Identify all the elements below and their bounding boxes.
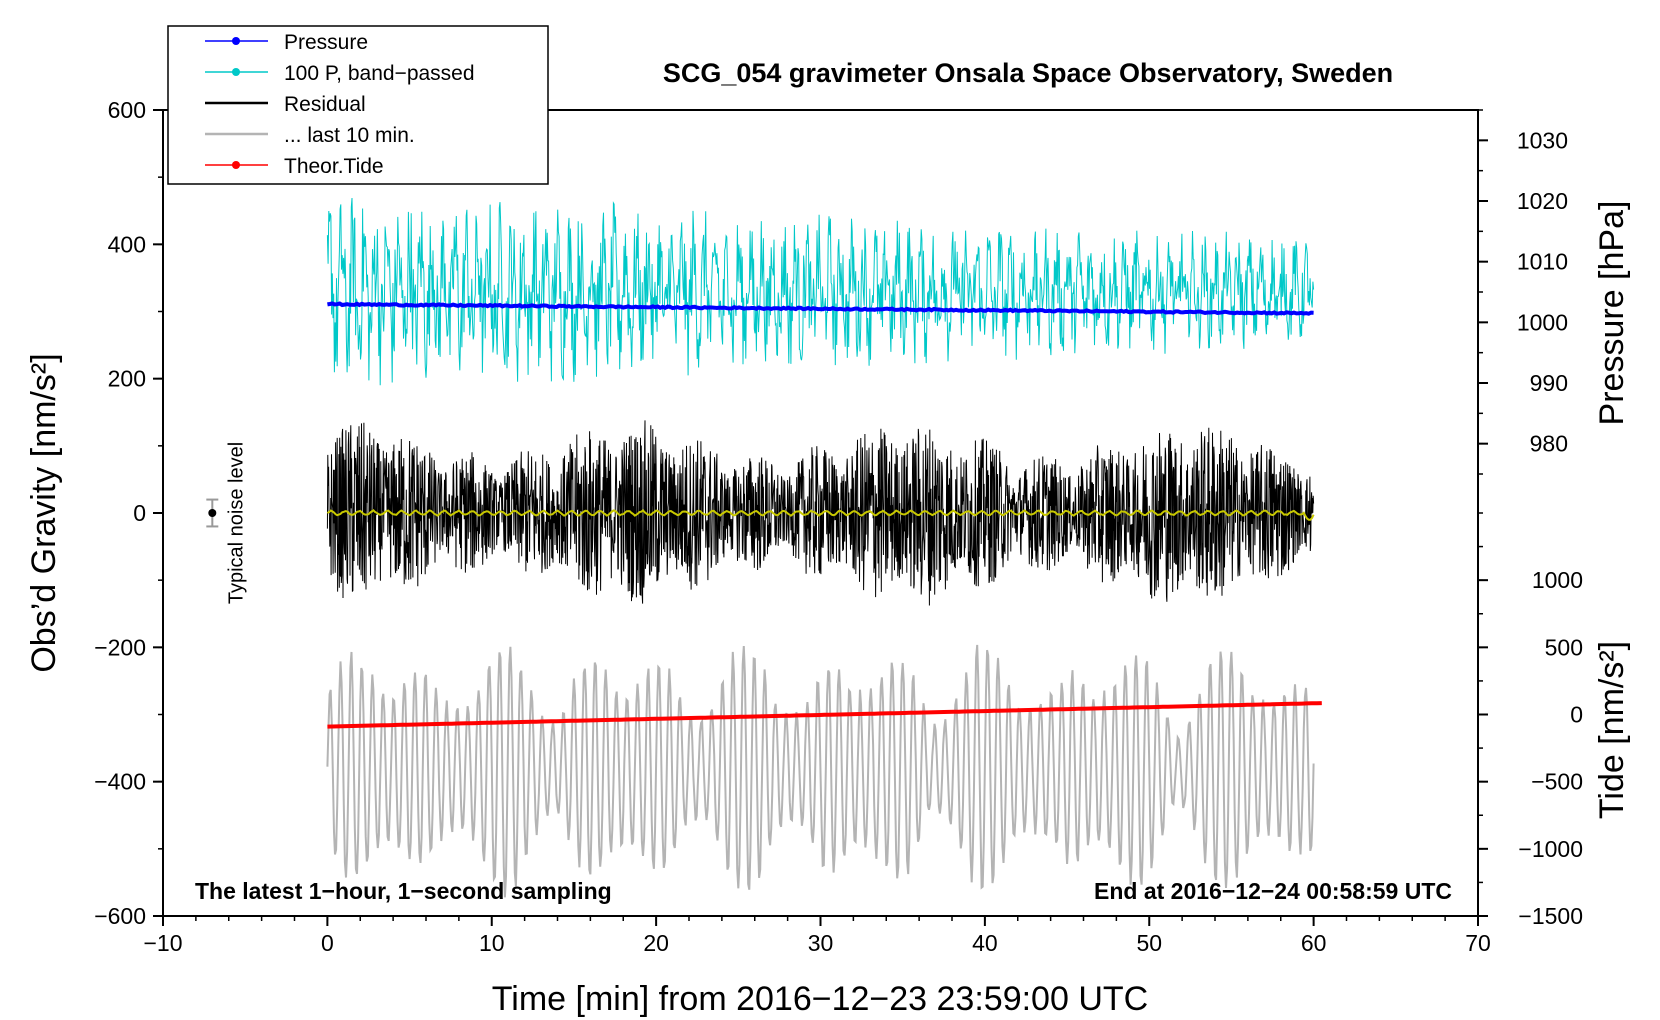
series-smoothed-residual: [326, 509, 1315, 521]
noise-dot: [208, 509, 217, 517]
y-tick-label: 400: [108, 231, 146, 257]
x-tick-label: 70: [1465, 930, 1491, 956]
x-tick-label: 60: [1301, 930, 1327, 956]
series-layer: [326, 197, 1322, 898]
axes-layer: −10 0 10 20 30 40 50 60 70−600−400−2000200400600…: [94, 97, 1583, 956]
tide-tick-label: −1000: [1518, 836, 1583, 862]
pressure-tick-label: 1030: [1517, 127, 1568, 153]
legend-label: 100 P, band−passed: [284, 62, 475, 85]
noise-label: Typical noise level: [225, 442, 247, 604]
tide-tick-label: −1500: [1518, 903, 1583, 929]
x-axis-title: Time [min] from 2016−12−23 23:59:00 UTC: [492, 980, 1148, 1018]
legend-label: Theor.Tide: [284, 155, 384, 178]
legend-items: Pressure 100 P, band−passed Residual ... la…: [205, 31, 475, 178]
y-tick-label: 0: [133, 500, 146, 526]
x-tick-label: 40: [972, 930, 998, 956]
legend-marker: [232, 37, 240, 45]
x-tick-label: 20: [643, 930, 669, 956]
tide-tick-label: 1000: [1532, 567, 1583, 593]
y-tick-label: −600: [94, 903, 146, 929]
x-tick-label: 0: [321, 930, 334, 956]
pressure-tick-label: 990: [1530, 370, 1568, 396]
y-tick-label: −200: [94, 634, 146, 660]
legend-marker: [232, 68, 240, 76]
chart-title: SCG_054 gravimeter Onsala Space Observat…: [663, 58, 1393, 88]
y-axis-title-pressure: Pressure [hPa]: [1593, 201, 1631, 426]
pressure-tick-label: 980: [1530, 431, 1568, 457]
tide-tick-label: 0: [1570, 702, 1583, 728]
annotation-sampling: The latest 1−hour, 1−second sampling: [195, 878, 612, 904]
legend: Pressure 100 P, band−passed Residual ... la…: [167, 25, 549, 185]
series-residual: [326, 420, 1315, 606]
y-tick-label: −400: [94, 769, 146, 795]
y-tick-label: 200: [108, 366, 146, 392]
pressure-tick-label: 1020: [1517, 188, 1568, 214]
legend-label: Residual: [284, 93, 366, 116]
y-tick-label: 600: [108, 97, 146, 123]
x-tick-label: 10: [479, 930, 505, 956]
legend-marker: [232, 161, 240, 169]
y-axis-title-left: Obs’d Gravity [nm/s²]: [25, 353, 63, 672]
x-tick-label: −10: [143, 930, 182, 956]
legend-label: Pressure: [284, 31, 368, 54]
pressure-tick-label: 1000: [1517, 309, 1568, 335]
series-last-10-min: [326, 644, 1315, 898]
legend-box: [167, 25, 549, 185]
x-tick-label: 50: [1136, 930, 1162, 956]
x-tick-label: 30: [808, 930, 834, 956]
tide-tick-label: −500: [1531, 769, 1583, 795]
series-pressure: [327, 301, 1314, 316]
tide-tick-label: 500: [1545, 634, 1583, 660]
annotation-end-time: End at 2016−12−24 00:58:59 UTC: [1094, 878, 1452, 904]
series-theoretical-tide: [327, 701, 1322, 729]
noise-marker: Typical noise level: [206, 442, 247, 604]
y-axis-title-tide: Tide [nm/s²]: [1593, 641, 1631, 819]
series-band-passed-pressure: [326, 197, 1315, 386]
legend-label: ... last 10 min.: [284, 124, 415, 147]
pressure-tick-label: 1010: [1517, 249, 1568, 275]
